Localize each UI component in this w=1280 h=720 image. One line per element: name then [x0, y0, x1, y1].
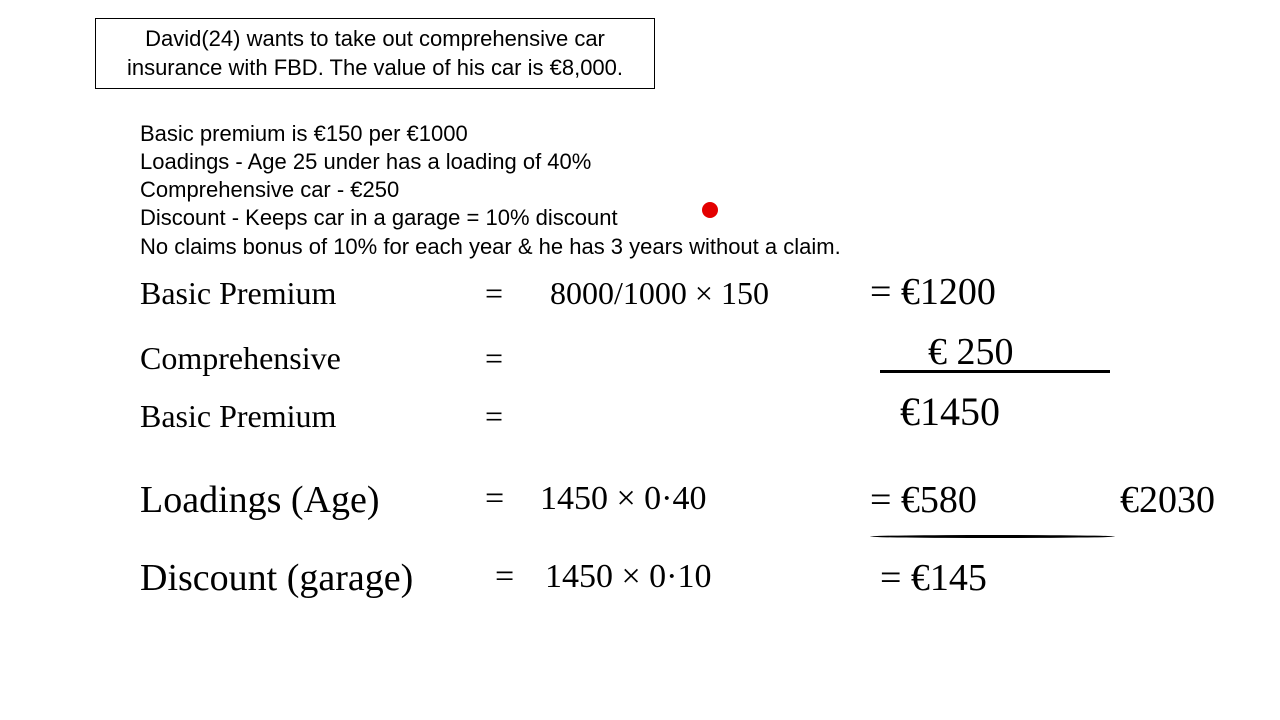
given-line-1: Basic premium is €150 per €1000 [140, 120, 841, 148]
given-info-block: Basic premium is €150 per €1000 Loadings… [140, 120, 841, 261]
problem-statement-box: David(24) wants to take out comprehensiv… [95, 18, 655, 89]
hw-underline-loadings [870, 535, 1115, 538]
hw-basic-premium-result: = €1200 [870, 270, 996, 314]
hw-discount-result: = €145 [880, 556, 987, 600]
hw-discount-label: Discount (garage) [140, 556, 413, 600]
hw-eq-1: = [485, 275, 503, 312]
given-line-3: Comprehensive car - €250 [140, 176, 841, 204]
problem-line-2: insurance with FBD. The value of his car… [108, 54, 642, 83]
hw-loadings-calc: 1450 × 0·40 [540, 480, 707, 518]
hw-discount-calc: 1450 × 0·10 [545, 558, 712, 596]
hw-loadings-label: Loadings (Age) [140, 478, 380, 522]
hw-eq-4: = [485, 480, 504, 518]
hw-basic-premium-calc: 8000/1000 × 150 [550, 275, 769, 312]
hw-loadings-result: = €580 [870, 478, 977, 522]
hw-comprehensive-label: Comprehensive [140, 340, 341, 377]
given-line-4: Discount - Keeps car in a garage = 10% d… [140, 204, 841, 232]
pointer-dot-icon [702, 202, 718, 218]
hw-underline-subtotal [880, 370, 1110, 373]
given-line-5: No claims bonus of 10% for each year & h… [140, 233, 841, 261]
problem-line-1: David(24) wants to take out comprehensiv… [108, 25, 642, 54]
hw-comprehensive-result: € 250 [928, 330, 1014, 374]
hw-eq-2: = [485, 340, 503, 377]
hw-subtotal-label: Basic Premium [140, 398, 336, 435]
hw-eq-5: = [495, 558, 514, 596]
hw-eq-3: = [485, 398, 503, 435]
hw-basic-premium-label: Basic Premium [140, 275, 336, 312]
hw-subtotal-result: €1450 [900, 388, 1000, 435]
given-line-2: Loadings - Age 25 under has a loading of… [140, 148, 841, 176]
hw-loadings-total: €2030 [1120, 478, 1215, 522]
